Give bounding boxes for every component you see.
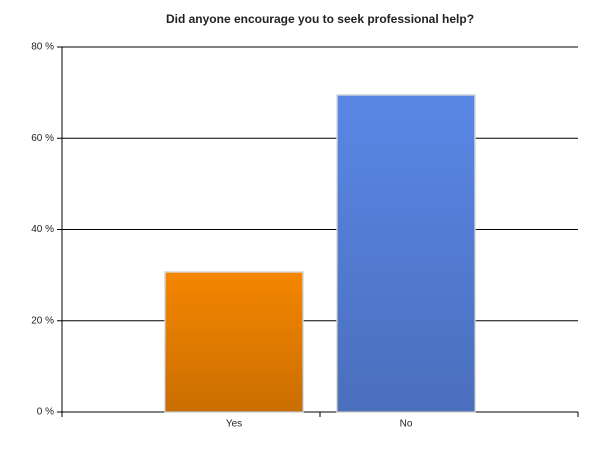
x-tick-label: No	[400, 419, 413, 430]
y-tick-label: 80 %	[31, 42, 54, 53]
y-tick-label: 20 %	[31, 315, 54, 326]
chart-title: Did anyone encourage you to seek profess…	[166, 12, 474, 26]
bar-shade	[165, 271, 303, 412]
y-tick-label: 0 %	[37, 407, 54, 418]
y-tick-label: 40 %	[31, 224, 54, 235]
x-tick-label: Yes	[226, 419, 242, 430]
bar-shade	[337, 94, 475, 412]
y-tick-label: 60 %	[31, 133, 54, 144]
